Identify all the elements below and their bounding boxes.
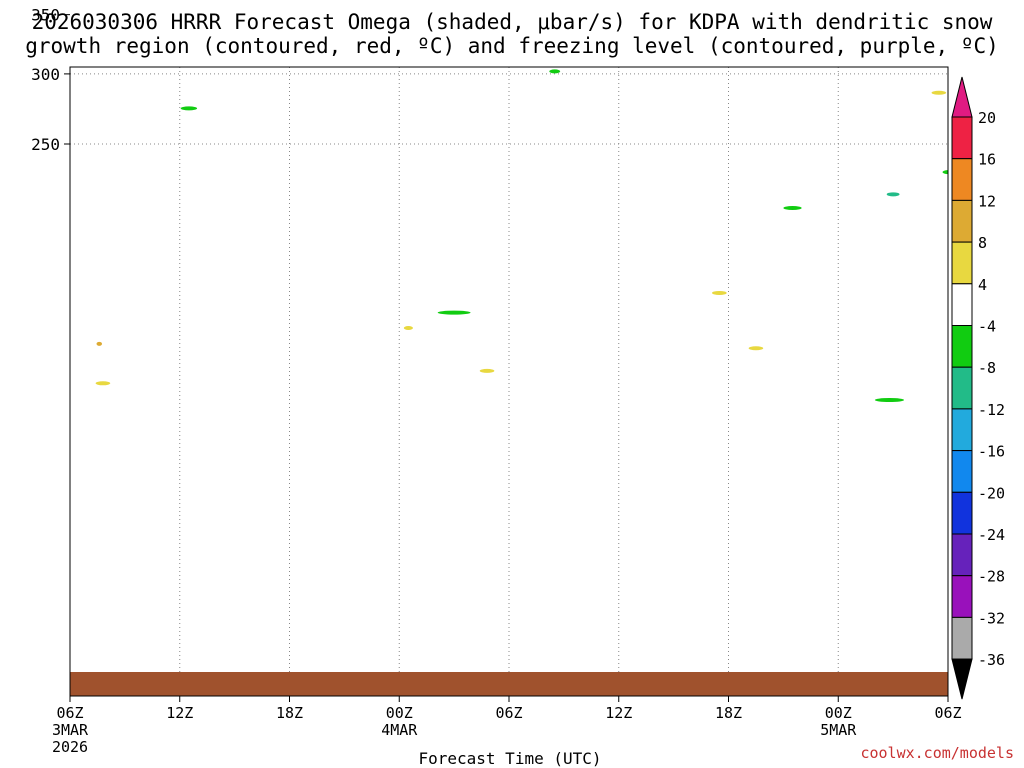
ground-surface: [70, 672, 948, 696]
colorbar-swatch: [951, 283, 973, 326]
y-tick-label: 350: [31, 6, 60, 25]
colorbar: 20 16 12 8 4 -4 -8 -12 -16 -20 -24 -28 -32 -36: [951, 76, 1005, 700]
x-tick-date: 5MAR: [820, 721, 857, 739]
colorbar-swatch: [951, 491, 973, 535]
colorbar-label: -20: [978, 484, 1005, 502]
colorbar-label: 4: [978, 276, 987, 294]
omega-region-56: [479, 368, 495, 373]
plot-area: -18-18-18-12-12-12000: [70, 0, 948, 696]
omega-region-90: [872, 61, 881, 65]
x-tick-label: 18Z: [715, 704, 742, 722]
colorbar-top-arrow: [951, 76, 973, 118]
omega-region-38: [886, 192, 900, 197]
x-tick-date: 3MAR: [52, 721, 89, 739]
colorbar-swatch: [951, 158, 973, 201]
colorbar-bottom-arrow: [951, 658, 973, 700]
colorbar-swatch: [951, 325, 973, 368]
x-tick-label: 12Z: [166, 704, 193, 722]
chart-title-line-1: 2026030306 HRRR Forecast Omega (shaded, …: [32, 10, 993, 34]
colorbar-swatch: [951, 408, 973, 452]
colorbar-swatch: [951, 241, 973, 285]
omega-region-65: [748, 346, 764, 351]
pressure-axis: 2503003504004505005506006507007508008509…: [31, 6, 70, 154]
x-tick-label: 06Z: [495, 704, 522, 722]
colorbar-label: -12: [978, 401, 1005, 419]
colorbar-label: -24: [978, 526, 1005, 544]
chart-title-line-2: growth region (contoured, red, ºC) and f…: [25, 34, 999, 58]
x-tick-label: 12Z: [605, 704, 632, 722]
omega-region-74: [849, 0, 900, 2]
omega-region-46: [95, 381, 111, 386]
x-tick-label: 06Z: [934, 704, 961, 722]
colorbar-label: -8: [978, 359, 996, 377]
colorbar-swatch: [951, 199, 973, 243]
omega-region-33: [942, 170, 948, 175]
colorbar-swatch: [951, 575, 973, 618]
colorbar-swatch: [951, 450, 973, 493]
colorbar-swatch: [951, 366, 973, 410]
x-tick-year: 2026: [52, 738, 88, 756]
colorbar-label: -36: [978, 651, 1005, 669]
y-tick-label: 300: [31, 65, 60, 84]
omega-shading: [95, 0, 948, 403]
omega-region-47: [121, 63, 128, 67]
x-tick-label: 18Z: [276, 704, 303, 722]
colorbar-label: -16: [978, 443, 1005, 461]
y-tick-label: 250: [31, 135, 60, 154]
colorbar-label: -32: [978, 609, 1005, 627]
colorbar-label: 12: [978, 192, 996, 210]
omega-region-5: [180, 106, 198, 111]
omega-region-64: [712, 290, 727, 295]
omega-region-17: [437, 310, 471, 315]
colorbar-swatch: [951, 616, 973, 660]
omega-region-80: [96, 341, 103, 346]
x-tick-label: 00Z: [386, 704, 413, 722]
omega-region-19: [549, 69, 561, 74]
omega-region-78: [931, 90, 947, 95]
colorbar-label: 20: [978, 109, 996, 127]
x-tick-label: 00Z: [825, 704, 852, 722]
colorbar-label: 8: [978, 234, 987, 252]
colorbar-label: -28: [978, 568, 1005, 586]
colorbar-label: 16: [978, 151, 996, 169]
omega-region-29: [874, 398, 905, 403]
grid-lines: [70, 67, 948, 696]
x-axis-title: Forecast Time (UTC): [418, 749, 601, 768]
x-tick-label: 06Z: [56, 704, 83, 722]
credit-text: coolwx.com/models: [860, 744, 1014, 762]
colorbar-swatch: [951, 533, 973, 577]
x-tick-date: 4MAR: [381, 721, 418, 739]
omega-region-26: [783, 206, 802, 211]
colorbar-label: -4: [978, 318, 996, 336]
colorbar-swatch: [951, 116, 973, 160]
omega-region-23: [603, 59, 616, 63]
omega-region-54: [403, 325, 413, 330]
